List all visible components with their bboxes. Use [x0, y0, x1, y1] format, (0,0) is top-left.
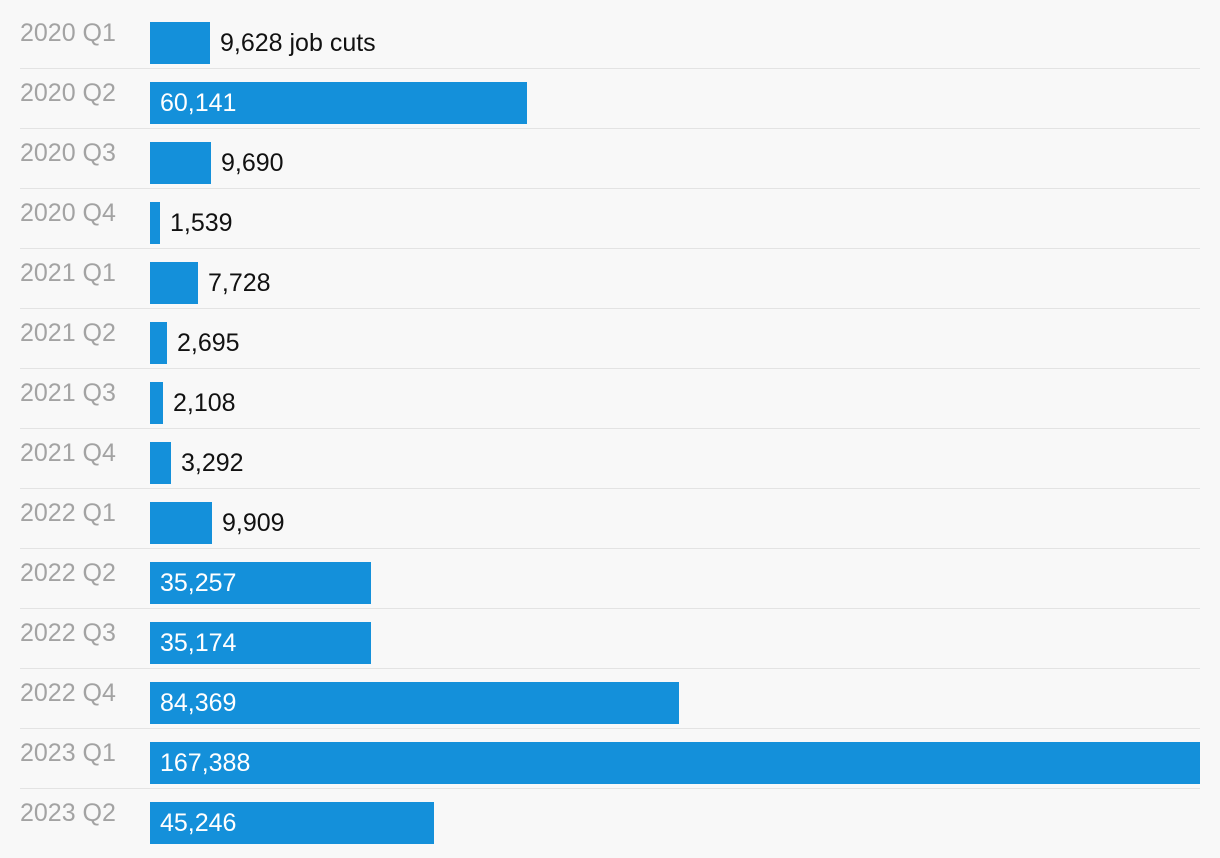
- bar: [150, 682, 679, 724]
- value-label: 1,539: [170, 209, 233, 237]
- category-label: 2023 Q1: [20, 739, 116, 767]
- category-label: 2022 Q2: [20, 559, 116, 587]
- value-label: 45,246: [160, 809, 237, 837]
- bar-row: 2020 Q1 9,628 job cuts: [20, 14, 1200, 74]
- row-divider: [20, 248, 1200, 249]
- bar-row: 2022 Q4 84,369: [20, 674, 1200, 734]
- bar-row: 2021 Q3 2,108: [20, 374, 1200, 434]
- bar: [150, 202, 160, 244]
- bar: [150, 322, 167, 364]
- row-divider: [20, 308, 1200, 309]
- bar-row: 2023 Q2 45,246: [20, 794, 1200, 854]
- bar: [150, 502, 212, 544]
- bar: [150, 22, 210, 64]
- row-divider: [20, 668, 1200, 669]
- category-label: 2020 Q2: [20, 79, 116, 107]
- row-divider: [20, 368, 1200, 369]
- value-label: 9,909: [222, 509, 285, 537]
- value-label: 9,628 job cuts: [220, 29, 376, 57]
- bar: [150, 562, 371, 604]
- category-label: 2022 Q1: [20, 499, 116, 527]
- category-label: 2020 Q3: [20, 139, 116, 167]
- category-label: 2020 Q1: [20, 19, 116, 47]
- category-label: 2021 Q2: [20, 319, 116, 347]
- category-label: 2020 Q4: [20, 199, 116, 227]
- bar: [150, 442, 171, 484]
- value-label: 35,257: [160, 569, 237, 597]
- bar: [150, 82, 527, 124]
- category-label: 2022 Q4: [20, 679, 116, 707]
- bar-row: 2020 Q2 60,141: [20, 74, 1200, 134]
- value-label: 35,174: [160, 629, 237, 657]
- row-divider: [20, 488, 1200, 489]
- bar: [150, 142, 211, 184]
- bar: [150, 742, 1200, 784]
- bar-row: 2022 Q3 35,174: [20, 614, 1200, 674]
- bar-row: 2022 Q2 35,257: [20, 554, 1200, 614]
- value-label: 84,369: [160, 689, 237, 717]
- value-label: 167,388: [160, 749, 251, 777]
- category-label: 2021 Q1: [20, 259, 116, 287]
- value-label: 2,695: [177, 329, 240, 357]
- value-label: 60,141: [160, 89, 237, 117]
- bar-row: 2021 Q1 7,728: [20, 254, 1200, 314]
- value-label: 9,690: [221, 149, 284, 177]
- bar: [150, 802, 434, 844]
- bar: [150, 382, 163, 424]
- bar-row: 2020 Q3 9,690: [20, 134, 1200, 194]
- row-divider: [20, 788, 1200, 789]
- category-label: 2022 Q3: [20, 619, 116, 647]
- bar-row: 2022 Q1 9,909: [20, 494, 1200, 554]
- row-divider: [20, 728, 1200, 729]
- bar-row: 2021 Q2 2,695: [20, 314, 1200, 374]
- bar-row: 2021 Q4 3,292: [20, 434, 1200, 494]
- bar: [150, 622, 371, 664]
- category-label: 2021 Q3: [20, 379, 116, 407]
- bar-row: 2020 Q4 1,539: [20, 194, 1200, 254]
- value-label: 7,728: [208, 269, 271, 297]
- category-label: 2023 Q2: [20, 799, 116, 827]
- bar: [150, 262, 198, 304]
- value-label: 2,108: [173, 389, 236, 417]
- row-divider: [20, 128, 1200, 129]
- row-divider: [20, 188, 1200, 189]
- bar-row: 2023 Q1 167,388: [20, 734, 1200, 794]
- row-divider: [20, 68, 1200, 69]
- category-label: 2021 Q4: [20, 439, 116, 467]
- row-divider: [20, 608, 1200, 609]
- row-divider: [20, 548, 1200, 549]
- row-divider: [20, 428, 1200, 429]
- value-label: 3,292: [181, 449, 244, 477]
